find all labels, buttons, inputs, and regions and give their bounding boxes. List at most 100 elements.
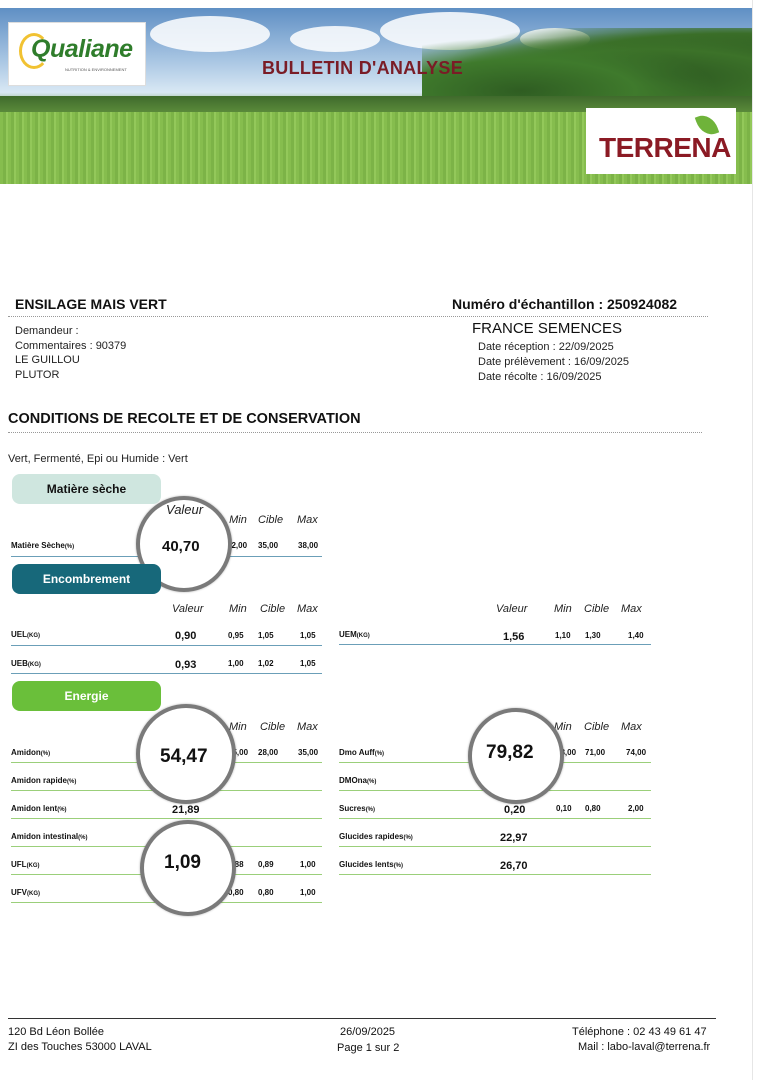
- row-line: [339, 644, 651, 645]
- label-amidon-rapide: Amidon rapide(%): [11, 776, 77, 785]
- dmo-max: 74,00: [626, 748, 647, 757]
- col-cible: Cible: [584, 721, 610, 733]
- divider: [8, 316, 708, 317]
- label-glucides-lents: Glucides lents(%): [339, 860, 404, 869]
- amidon-max: 35,00: [298, 748, 319, 757]
- label-matiere-seche: Matière Sèche(%): [11, 541, 75, 550]
- uel-cible: 1,05: [258, 631, 274, 640]
- uel-valeur: 0,90: [175, 630, 197, 642]
- ueb-valeur: 0,93: [175, 659, 197, 671]
- section-energie: Energie: [12, 681, 161, 711]
- amidon-cible: 28,00: [258, 748, 279, 757]
- dmo-min: 68,00: [556, 748, 577, 757]
- conditions-text: Vert, Fermenté, Epi ou Humide : Vert: [8, 453, 188, 465]
- ufv-min: 0,80: [228, 888, 244, 897]
- label-ufv: UFV(KG): [11, 888, 40, 897]
- glucides-rapides-valeur: 22,97: [500, 832, 528, 844]
- terrena-logo: TERRENA: [586, 108, 736, 174]
- conditions-title: CONDITIONS DE RECOLTE ET DE CONSERVATION: [8, 411, 361, 427]
- dmo-valeur: 79,82: [486, 742, 534, 763]
- col-cible: Cible: [260, 603, 286, 615]
- sample-number: Numéro d'échantillon : 250924082: [452, 296, 678, 312]
- ueb-max: 1,05: [300, 659, 316, 668]
- col-valeur: Valeur: [172, 603, 204, 615]
- label-amidon: Amidon(%): [11, 748, 51, 757]
- dmo-cible: 71,00: [585, 748, 606, 757]
- label-ufl: UFL(KG): [11, 860, 40, 869]
- col-cible: Cible: [584, 603, 610, 615]
- magnifier-dmo: 79,82: [468, 708, 564, 804]
- qualiane-logo: Qualiane NUTRITION & ENVIRONNEMENT: [8, 22, 146, 86]
- magnifier-amidon: 54,47: [136, 704, 236, 804]
- label-glucides-rapides: Glucides rapides(%): [339, 832, 413, 841]
- page-edge: [752, 0, 760, 1080]
- row-line: [339, 874, 651, 875]
- footer-phone: Téléphone : 02 43 49 61 47: [572, 1026, 707, 1038]
- date-reception: Date réception : 22/09/2025: [478, 341, 614, 353]
- col-max: Max: [297, 514, 318, 526]
- col-cible: Cible: [258, 514, 284, 526]
- sucres-max: 2,00: [628, 804, 644, 813]
- ufv-cible: 0,80: [258, 888, 274, 897]
- col-cible: Cible: [260, 721, 286, 733]
- label-amidon-lent: Amidon lent(%): [11, 804, 67, 813]
- uel-max: 1,05: [300, 631, 316, 640]
- lab-name: FRANCE SEMENCES: [472, 320, 623, 337]
- ms-cible: 35,00: [258, 541, 279, 550]
- uem-valeur: 1,56: [503, 631, 525, 643]
- col-max: Max: [297, 721, 318, 733]
- uem-cible: 1,30: [585, 631, 601, 640]
- demandeur: Demandeur :: [15, 325, 79, 337]
- ms-max: 38,00: [298, 541, 319, 550]
- ms-min: 32,00: [227, 541, 248, 550]
- sucres-cible: 0,80: [585, 804, 601, 813]
- label-sucres: Sucres(%): [339, 804, 376, 813]
- uem-max: 1,40: [628, 631, 644, 640]
- amidon-min: 25,00: [228, 748, 249, 757]
- date-prelevement: Date prélèvement : 16/09/2025: [478, 356, 630, 368]
- header-banner: [0, 8, 752, 184]
- ufl-max: 1,00: [300, 860, 316, 869]
- footer-address1: 120 Bd Léon Bollée: [8, 1026, 105, 1038]
- col-valeur: Valeur: [496, 603, 528, 615]
- footer-divider: [8, 1018, 716, 1019]
- sucres-valeur: 0,20: [504, 804, 526, 816]
- section-encombrement: Encombrement: [12, 564, 161, 594]
- row-line: [11, 673, 322, 674]
- commentaires: Commentaires : 90379: [15, 340, 127, 352]
- col-valeur: Valeur: [166, 502, 204, 517]
- ueb-min: 1,00: [228, 659, 244, 668]
- row-line: [339, 818, 651, 819]
- label-ueb: UEB(KG): [11, 659, 41, 668]
- amidon-valeur: 54,47: [160, 746, 208, 767]
- label-amidon-intestinal: Amidon intestinal(%): [11, 832, 88, 841]
- col-min: Min: [229, 721, 247, 733]
- glucides-lents-valeur: 26,70: [500, 860, 528, 872]
- bulletin-title: BULLETIN D'ANALYSE: [262, 58, 464, 78]
- label-dmona: DMOna(%): [339, 776, 377, 785]
- date-recolte: Date récolte : 16/09/2025: [478, 371, 602, 383]
- uel-min: 0,95: [228, 631, 244, 640]
- footer-address2: ZI des Touches 53000 LAVAL: [8, 1041, 152, 1053]
- uem-min: 1,10: [555, 631, 571, 640]
- col-max: Max: [621, 721, 642, 733]
- sucres-min: 0,10: [556, 804, 572, 813]
- col-max: Max: [297, 603, 318, 615]
- footer-mail: Mail : labo-laval@terrena.fr: [578, 1041, 711, 1053]
- label-uem: UEM(KG): [339, 630, 370, 639]
- amidon-lent-valeur: 21,89: [172, 804, 200, 816]
- row-line: [339, 846, 651, 847]
- row-line: [11, 818, 322, 819]
- client-name: LE GUILLOU: [15, 354, 80, 366]
- col-min: Min: [229, 603, 247, 615]
- col-max: Max: [621, 603, 642, 615]
- label-uel: UEL(KG): [11, 630, 40, 639]
- col-min: Min: [229, 514, 247, 526]
- row-line: [11, 645, 322, 646]
- footer-date: 26/09/2025: [340, 1026, 396, 1038]
- client-variety: PLUTOR: [15, 369, 60, 381]
- ufl-cible: 0,89: [258, 860, 274, 869]
- ufl-valeur: 1,09: [164, 852, 201, 873]
- col-min: Min: [554, 603, 572, 615]
- section-matiere-seche: Matière sèche: [12, 474, 161, 504]
